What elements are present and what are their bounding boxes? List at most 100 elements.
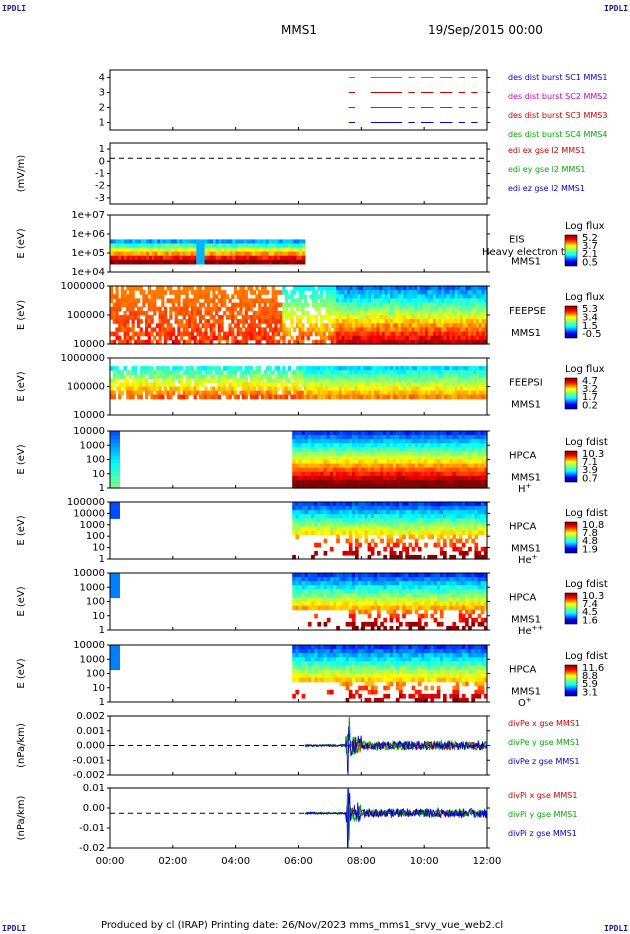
spectrogram-cell-hpca_h bbox=[427, 467, 431, 473]
spectrogram-cell-feepsi bbox=[293, 370, 297, 375]
spectrogram-cell-hpca_he bbox=[339, 502, 343, 507]
spectrogram-cell-hpca_hepp bbox=[405, 593, 409, 599]
spectrogram-cell-feepse bbox=[287, 315, 291, 320]
spectrogram-cell-eis bbox=[299, 259, 303, 265]
spectrogram-cell-feepse bbox=[462, 290, 467, 295]
spectrogram-cell-feepse bbox=[285, 310, 289, 316]
spectrogram-cell-feepsi bbox=[298, 390, 302, 396]
spectrogram-cell-feepsi bbox=[395, 366, 399, 371]
spectrogram-cell-feepse bbox=[236, 339, 240, 345]
spectrogram-cell-feepsi bbox=[411, 390, 415, 396]
spectrogram-cell-eis bbox=[299, 251, 303, 257]
spectrogram-cell-hpca_he bbox=[449, 514, 453, 519]
spectrogram-cell-hpca_hepp bbox=[298, 597, 303, 603]
spectrogram-cell-feepse bbox=[355, 331, 359, 337]
spectrogram-cell-feepse bbox=[433, 310, 437, 316]
spectrogram-cell-feepse bbox=[371, 290, 375, 295]
spectrogram-cell-feepse bbox=[274, 327, 278, 333]
spectrogram-cell-hpca_h bbox=[417, 447, 422, 452]
spectrogram-cell-feepse bbox=[371, 339, 375, 345]
spectrogram-cell-eis bbox=[126, 239, 131, 245]
spectrogram-cell-feepsi bbox=[155, 370, 160, 375]
spectrogram-cell-hpca_h bbox=[373, 459, 378, 465]
spectrogram-cell-feepse bbox=[408, 327, 413, 333]
spectrogram-cell-feepsi bbox=[441, 366, 445, 371]
spectrogram-cell-feepsi bbox=[441, 378, 445, 384]
spectrogram-cell-feepsi bbox=[408, 370, 413, 375]
spectrogram-cell-hpca_h bbox=[443, 459, 447, 465]
spectrogram-cell-feepsi bbox=[430, 366, 434, 371]
spectrogram-cell-hpca_hepp bbox=[304, 601, 309, 607]
spectrogram-cell-feepse bbox=[233, 302, 238, 308]
spectrogram-cell-feepsi bbox=[209, 374, 213, 379]
spectrogram-cell-eis bbox=[282, 239, 286, 245]
spectrogram-cell-feepse bbox=[384, 310, 388, 316]
spectrogram-cell-feepse bbox=[260, 310, 265, 316]
spectrogram-cell-hpca_h bbox=[348, 431, 353, 436]
spectrogram-cell-hpca_he bbox=[446, 506, 450, 511]
spectrogram-cell-hpca_hepp bbox=[116, 589, 120, 594]
spectrogram-cell-feepsi bbox=[258, 370, 262, 375]
spectrogram-cell-hpca_he bbox=[449, 502, 453, 507]
spectrogram-cell-feepse bbox=[163, 310, 168, 316]
spectrogram-cell-hpca_he bbox=[323, 526, 328, 532]
spectrogram-cell-feepse bbox=[279, 290, 283, 295]
spectrogram-cell-hpca_h bbox=[411, 447, 416, 452]
spectrogram-cell-feepse bbox=[419, 310, 423, 316]
spectrogram-cell-feepse bbox=[392, 331, 397, 337]
spectrogram-cell-feepse bbox=[190, 310, 195, 316]
spectrogram-cell-hpca_he bbox=[446, 522, 450, 528]
spectrogram-cell-hpca_h bbox=[405, 463, 409, 469]
spectrogram-cell-feepsi bbox=[110, 378, 114, 384]
spectrogram-cell-feepsi bbox=[314, 386, 318, 392]
spectrogram-cell-feepsi bbox=[266, 378, 270, 384]
spectrogram-cell-eis bbox=[274, 251, 278, 257]
spectrogram-cell-hpca_h bbox=[348, 447, 353, 452]
spectrogram-cell-hpca_hepp bbox=[389, 577, 394, 582]
spectrogram-cell-hpca_hepp bbox=[389, 613, 394, 619]
spectrogram-cell-feepse bbox=[317, 302, 321, 308]
spectrogram-cell-hpca_h bbox=[405, 475, 409, 481]
spectrogram-cell-hpca_h bbox=[320, 439, 325, 444]
spectrogram-cell-feepse bbox=[139, 339, 143, 345]
spectrogram-cell-hpca_h bbox=[323, 455, 328, 461]
spectrogram-cell-hpca_he bbox=[399, 514, 403, 519]
spectrogram-cell-feepse bbox=[271, 290, 275, 295]
spectrogram-cell-hpca_he bbox=[424, 518, 428, 523]
spectrogram-cell-hpca_hepp bbox=[342, 597, 347, 603]
spectrogram-cell-feepsi bbox=[336, 394, 340, 400]
spectrogram-cell-hpca_h bbox=[301, 439, 306, 444]
spectrogram-cell-hpca_he bbox=[405, 530, 409, 536]
spectrogram-cell-feepse bbox=[473, 290, 477, 295]
spectrogram-cell-feepse bbox=[204, 339, 208, 345]
spectrogram-cell-feepse bbox=[161, 286, 165, 291]
spectrogram-cell-hpca_he bbox=[345, 530, 350, 536]
spectrogram-cell-feepsi bbox=[158, 382, 162, 388]
spectrogram-cell-eis bbox=[190, 255, 195, 261]
spectrogram-cell-feepsi bbox=[209, 386, 213, 392]
spectrogram-cell-hpca_hepp bbox=[326, 589, 331, 594]
spectrogram-cell-hpca_hepp bbox=[348, 597, 353, 603]
spectrogram-cell-feepse bbox=[220, 327, 224, 333]
spectrogram-cell-hpca_he bbox=[411, 518, 416, 523]
spectrogram-cell-feepse bbox=[454, 327, 458, 333]
spectrogram-cell-feepsi bbox=[322, 394, 326, 400]
spectrogram-cell-hpca_he bbox=[468, 510, 472, 515]
spectrogram-cell-feepse bbox=[462, 315, 467, 320]
spectrogram-cell-feepse bbox=[365, 298, 370, 304]
spectrogram-cell-feepsi bbox=[312, 374, 316, 379]
spectrogram-cell-hpca_he bbox=[436, 534, 441, 540]
spectrogram-cell-hpca_he bbox=[483, 510, 488, 515]
spectrogram-cell-hpca_he bbox=[402, 522, 406, 528]
spectrogram-cell-feepse bbox=[392, 310, 397, 316]
spectrogram-cell-hpca_h bbox=[436, 463, 441, 469]
spectrogram-cell-hpca_h bbox=[389, 431, 394, 436]
spectrogram-cell-feepsi bbox=[382, 386, 386, 392]
spectrogram-cell-hpca_hepp bbox=[402, 613, 406, 619]
spectrogram-cell-feepsi bbox=[136, 378, 141, 384]
spectrogram-cell-feepse bbox=[285, 302, 289, 308]
spectrogram-cell-feepse bbox=[252, 290, 256, 295]
spectrogram-cell-eis bbox=[135, 239, 139, 245]
spectrogram-cell-hpca_h bbox=[408, 479, 413, 485]
spectrogram-cell-feepse bbox=[177, 306, 181, 312]
